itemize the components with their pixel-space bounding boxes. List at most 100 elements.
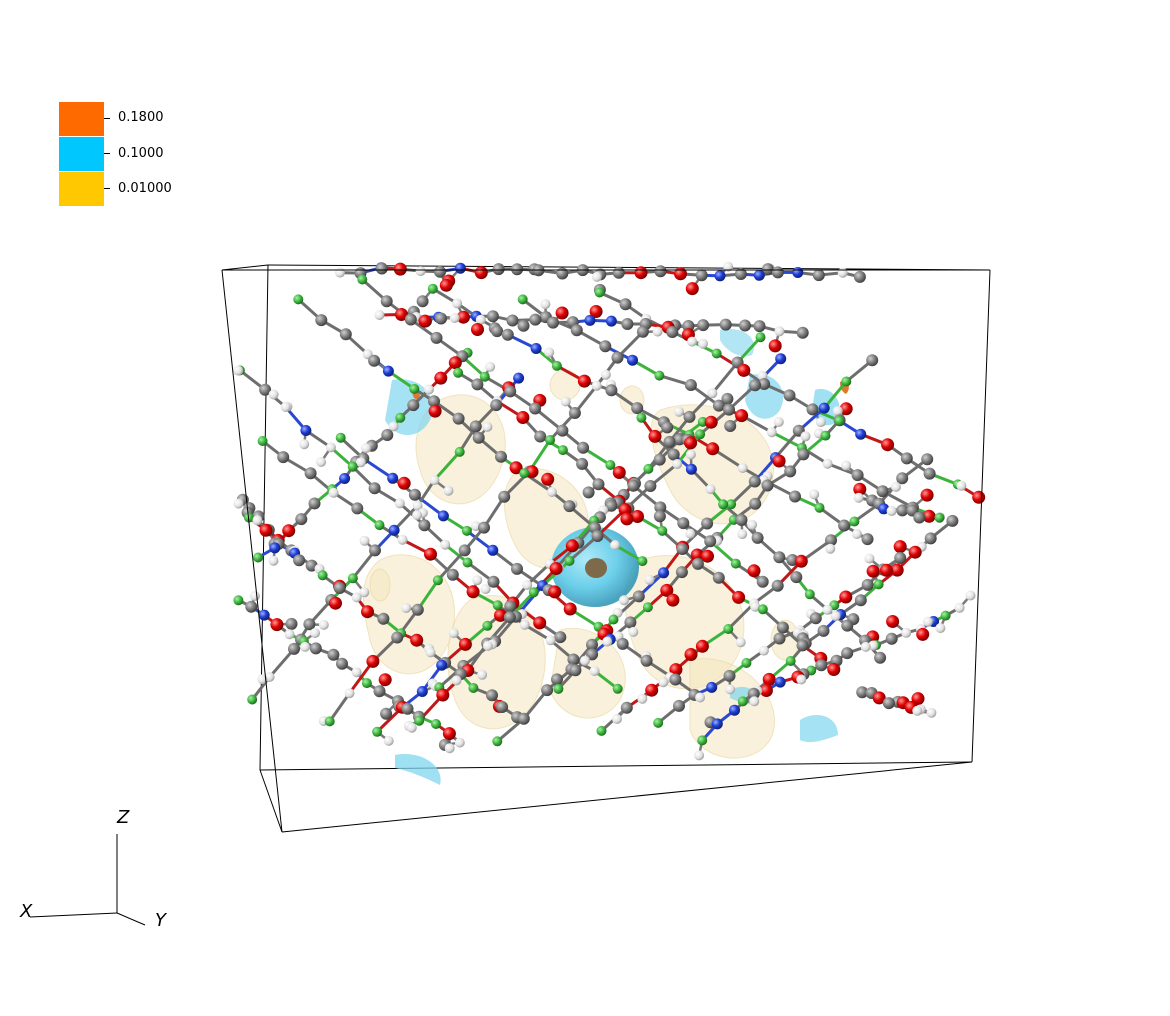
hydrogen-atom <box>860 641 871 652</box>
nitrogen-atom <box>627 354 638 366</box>
carbon-atom <box>504 600 517 613</box>
hydrogen-atom <box>800 431 811 442</box>
nitrogen-atom <box>487 544 499 556</box>
nitrogen-atom <box>258 609 270 621</box>
nitrogen-atom <box>387 472 399 484</box>
metal-atom <box>257 436 268 446</box>
oxygen-atom <box>282 524 296 538</box>
hydrogen-atom <box>822 458 833 469</box>
carbon-atom <box>673 699 685 712</box>
carbon-atom <box>712 571 725 584</box>
metal-atom <box>657 525 668 536</box>
nitrogen-atom <box>729 704 740 716</box>
oxygen-atom <box>922 509 936 523</box>
hydrogen-atom <box>355 457 366 468</box>
metal-atom <box>461 525 472 536</box>
oxygen-atom <box>577 374 591 388</box>
hydrogen-atom <box>451 675 462 686</box>
carbon-atom <box>838 519 851 532</box>
oxygen-atom <box>548 585 562 599</box>
oxygen-atom <box>794 554 808 568</box>
carbon-atom <box>684 379 697 391</box>
bond <box>525 562 552 587</box>
oxygen-atom <box>839 590 853 604</box>
hydrogen-atom <box>475 314 486 325</box>
carbon-atom <box>471 378 484 391</box>
hydrogen-atom <box>737 529 748 540</box>
carbon-atom <box>620 701 633 714</box>
metal-atom <box>253 552 264 563</box>
carbon-atom <box>304 467 317 480</box>
carbon-atom <box>506 314 519 327</box>
carbon-atom <box>568 407 581 419</box>
hydrogen-atom <box>815 417 826 428</box>
carbon-atom <box>309 642 322 655</box>
carbon-atom <box>841 647 854 660</box>
carbon-atom <box>478 521 490 534</box>
oxygen-atom <box>329 596 342 610</box>
oxygen-atom <box>886 615 900 628</box>
metal-atom <box>605 460 616 470</box>
bond <box>710 360 740 395</box>
carbon-atom <box>554 631 567 644</box>
carbon-atom <box>435 312 447 325</box>
metal-atom <box>834 415 845 426</box>
carbon-atom <box>605 499 618 512</box>
metal-atom <box>335 432 346 443</box>
axes-lines <box>29 834 146 926</box>
metal-atom <box>934 512 945 523</box>
legend-swatch-low <box>59 172 104 206</box>
carbon-atom <box>373 685 386 698</box>
carbon-atom <box>761 479 774 492</box>
hydrogen-atom <box>280 402 291 412</box>
carbon-atom <box>369 544 381 557</box>
hydrogen-atom <box>644 574 655 585</box>
metal-atom <box>841 376 852 387</box>
oxygen-atom <box>684 648 698 661</box>
oxygen-atom <box>701 549 714 563</box>
carbon-atom <box>434 265 446 278</box>
oxygen-atom <box>466 585 480 599</box>
carbon-atom <box>783 389 796 402</box>
oxygen-atom <box>378 673 392 687</box>
metal-atom <box>553 683 564 694</box>
carbon-atom <box>669 673 682 686</box>
carbon-atom <box>582 486 595 499</box>
hydrogen-atom <box>252 515 263 526</box>
hydrogen-atom <box>482 421 493 432</box>
hydrogen-atom <box>886 506 897 516</box>
oxygen-atom <box>428 404 442 418</box>
oxygen-atom <box>533 616 547 630</box>
oxygen-atom <box>456 310 470 324</box>
carbon-atom <box>495 450 507 463</box>
metal-atom <box>432 575 443 586</box>
hydrogen-atom <box>268 555 279 566</box>
hydrogen-atom <box>912 705 923 716</box>
nitrogen-atom <box>300 425 312 436</box>
oxygen-atom <box>395 308 408 321</box>
oxygen-atom <box>439 278 453 292</box>
hydrogen-atom <box>424 384 434 395</box>
hydrogen-atom <box>725 684 736 695</box>
carbon-atom <box>636 325 649 338</box>
metal-atom <box>462 557 473 568</box>
carbon-atom <box>900 452 913 465</box>
carbon-atom <box>619 298 632 311</box>
carbon-atom <box>776 621 789 634</box>
hydrogen-atom <box>546 487 557 497</box>
carbon-atom <box>675 566 688 579</box>
bond <box>523 623 553 642</box>
hydrogen-atom <box>602 636 613 647</box>
hydrogen-atom <box>452 298 463 309</box>
carbon-atom <box>556 267 569 280</box>
hydrogen-atom <box>351 667 362 678</box>
hydrogen-atom <box>397 534 408 545</box>
nitrogen-atom <box>339 473 351 484</box>
carbon-atom <box>490 399 503 412</box>
nitrogen-atom <box>605 315 617 327</box>
nitrogen-atom <box>416 686 428 697</box>
carbon-atom <box>591 530 604 542</box>
carbon-atom <box>472 431 485 444</box>
hydrogen-atom <box>383 735 394 746</box>
